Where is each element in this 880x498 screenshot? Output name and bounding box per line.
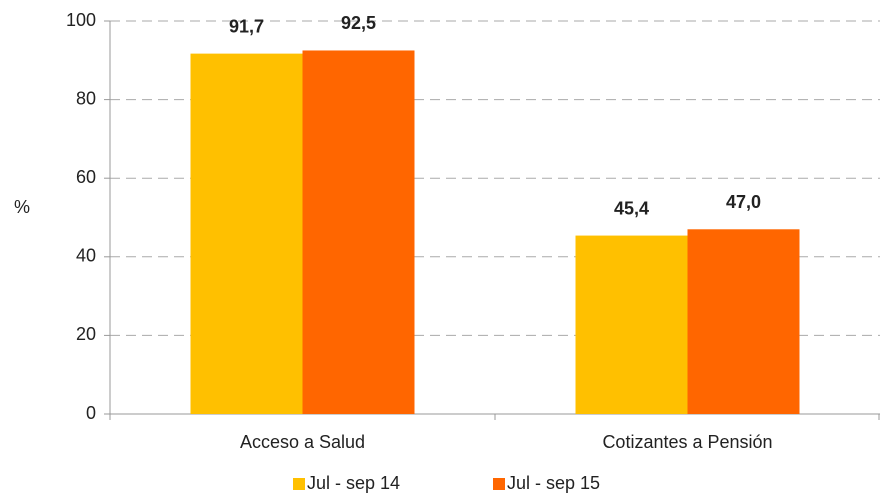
value-label: 91,7 bbox=[229, 16, 264, 36]
y-axis-label: % bbox=[14, 197, 30, 217]
y-tick-label: 60 bbox=[76, 167, 96, 187]
legend-swatch bbox=[293, 478, 305, 490]
bar bbox=[575, 235, 688, 414]
value-label: 45,4 bbox=[614, 198, 649, 218]
legend-swatch bbox=[493, 478, 505, 490]
y-tick-label: 80 bbox=[76, 88, 96, 108]
y-tick-label: 20 bbox=[76, 324, 96, 344]
value-label: 47,0 bbox=[726, 192, 761, 212]
bar bbox=[302, 50, 415, 414]
value-label: 92,5 bbox=[341, 13, 376, 33]
legend-label: Jul - sep 14 bbox=[307, 473, 400, 493]
y-tick-label: 100 bbox=[66, 10, 96, 30]
bar bbox=[190, 53, 303, 415]
legend-label: Jul - sep 15 bbox=[507, 473, 600, 493]
bar bbox=[687, 229, 800, 414]
x-tick-label: Acceso a Salud bbox=[240, 432, 365, 452]
y-tick-label: 0 bbox=[86, 403, 96, 423]
y-tick-label: 40 bbox=[76, 246, 96, 266]
x-tick-label: Cotizantes a Pensión bbox=[602, 432, 772, 452]
